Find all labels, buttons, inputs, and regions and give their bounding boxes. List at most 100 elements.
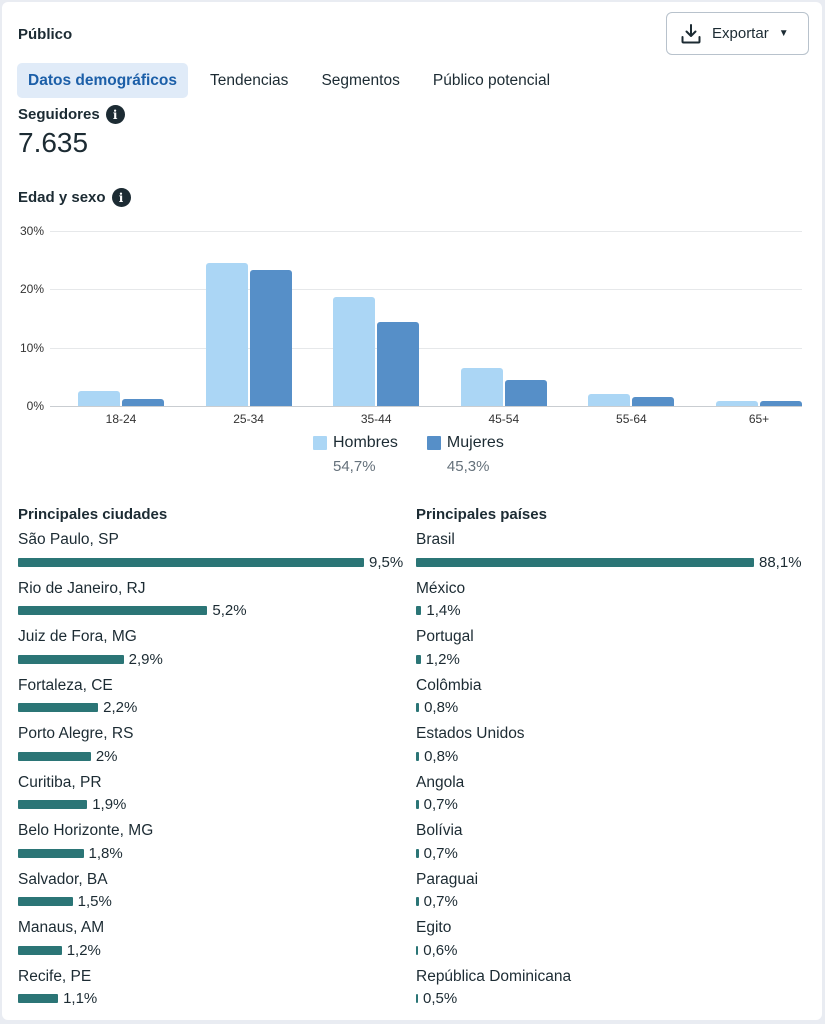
city-share-bar: [18, 945, 62, 955]
country-name: República Dominicana: [416, 967, 572, 985]
bar-men-18-24[interactable]: [78, 391, 120, 406]
city-name: Salvador, BA: [18, 870, 108, 888]
country-share-bar: [416, 848, 419, 858]
country-share-value: 88,1%: [759, 553, 802, 571]
y-tick-label: 10%: [19, 340, 44, 355]
country-name: Colômbia: [416, 676, 482, 694]
country-name: Brasil: [416, 531, 455, 548]
country-share-value: 1,4%: [426, 602, 461, 619]
city-list-item: Porto Alegre, RS 2%: [18, 725, 410, 774]
country-share-bar: [416, 945, 419, 955]
bar-women-45-54[interactable]: [504, 380, 547, 406]
country-name: Angola: [416, 773, 465, 791]
export-button[interactable]: Exportar ▼: [666, 12, 809, 55]
country-share-bar: [416, 800, 419, 809]
bar-men-65+[interactable]: [716, 400, 758, 406]
bar-men-25-34[interactable]: [205, 263, 248, 406]
city-share-value: 1,8%: [88, 844, 123, 862]
city-name: Manaus, AM: [18, 919, 105, 936]
bar-men-55-64[interactable]: [588, 393, 631, 406]
gridline: [50, 406, 802, 407]
x-tick-label: 65+: [748, 412, 770, 426]
info-icon[interactable]: i: [111, 188, 131, 207]
city-share-bar: [18, 848, 84, 858]
legend-item-men: Hombres 54,7%: [313, 434, 398, 475]
bar-men-45-54[interactable]: [460, 368, 503, 406]
city-name: São Paulo, SP: [18, 531, 119, 548]
country-share-bar: [416, 703, 420, 712]
city-name: Juiz de Fora, MG: [18, 628, 137, 645]
country-list-item: Paraguai 0,7%: [416, 871, 810, 920]
tab-trends[interactable]: Tendencias: [210, 71, 289, 89]
city-list-item: Recife, PE 1,1%: [18, 968, 410, 1017]
x-tick-label: 25-34: [233, 412, 264, 426]
city-share-value: 1,1%: [63, 990, 98, 1007]
tab-potential-audience[interactable]: Público potencial: [432, 71, 551, 89]
country-name: Paraguai: [416, 870, 479, 888]
x-tick-label: 45-54: [488, 412, 520, 426]
country-name: Egito: [416, 919, 452, 936]
city-name: Fortaleza, CE: [18, 676, 113, 694]
city-list-item: Manaus, AM 1,2%: [18, 919, 410, 968]
bar-women-55-64[interactable]: [632, 396, 675, 406]
legend-item-women: Mujeres 45,3%: [426, 434, 504, 475]
city-list-item: Curitiba, PR 1,9%: [18, 774, 410, 823]
country-share-bar: [416, 557, 754, 567]
countries-list: Brasil 88,1% México 1,4% Portugal 1,2% Colômbi…: [416, 531, 810, 1016]
city-list-item: Juiz de Fora, MG 2,9%: [18, 628, 410, 677]
legend-share-women: 45,3%: [446, 458, 490, 475]
download-icon: [681, 23, 701, 43]
country-list-item: Brasil 88,1%: [416, 531, 810, 580]
followers-heading: Seguidores i: [18, 105, 125, 124]
country-share-bar: [416, 751, 420, 761]
country-name: Estados Unidos: [416, 725, 525, 742]
country-share-bar: [416, 606, 422, 615]
tab-demographics[interactable]: Datos demográficos: [17, 63, 189, 98]
age-gender-chart: Hombres 54,7% Mujeres 45,3% 0% 10% 20% 30% 1…: [18, 220, 808, 480]
city-name: Porto Alegre, RS: [18, 725, 134, 742]
legend-share-men: 54,7%: [333, 458, 376, 475]
city-name: Belo Horizonte, MG: [18, 822, 154, 839]
city-list-item: Rio de Janeiro, RJ 5,2%: [18, 580, 410, 629]
bar-women-65+[interactable]: [760, 401, 802, 406]
age-gender-heading: Edad y sexo i: [18, 188, 131, 207]
legend-swatch-women: [426, 436, 441, 450]
country-share-value: 0,8%: [424, 747, 459, 765]
age-gender-label: Edad y sexo: [18, 189, 106, 206]
city-share-value: 5,2%: [212, 602, 247, 619]
country-share-value: 0,7%: [423, 844, 458, 862]
city-share-bar: [18, 994, 59, 1003]
page-title: Público: [18, 26, 73, 43]
gridline: [50, 231, 802, 232]
info-icon[interactable]: i: [105, 105, 125, 124]
country-list-item: Colômbia 0,8%: [416, 677, 810, 726]
city-share-bar: [18, 703, 99, 712]
tab-bar: Datos demográficos Tendencias Segmentos …: [17, 63, 572, 98]
city-share-bar: [18, 751, 91, 761]
cities-title: Principales ciudades: [18, 506, 168, 523]
tab-segments[interactable]: Segmentos: [321, 71, 400, 89]
country-share-value: 0,7%: [423, 796, 458, 813]
bar-men-35-44[interactable]: [333, 296, 376, 406]
bar-women-18-24[interactable]: [122, 399, 164, 406]
gridline: [50, 289, 802, 291]
city-share-bar: [18, 800, 88, 809]
city-share-value: 2,9%: [128, 650, 163, 668]
x-tick-label: 35-44: [360, 412, 392, 426]
city-share-value: 1,5%: [77, 893, 112, 910]
y-tick-label: 30%: [19, 224, 44, 238]
country-list-item: Estados Unidos 0,8%: [416, 725, 810, 774]
bar-women-35-44[interactable]: [377, 322, 420, 406]
city-list-item: Salvador, BA 1,5%: [18, 871, 410, 920]
city-name: Curitiba, PR: [18, 773, 102, 791]
country-share-bar: [416, 654, 421, 664]
country-name: Bolívia: [416, 822, 463, 839]
city-share-bar: [18, 557, 364, 567]
gridline: [50, 347, 802, 349]
bar-women-25-34[interactable]: [249, 270, 292, 406]
countries-title: Principales países: [416, 506, 547, 523]
country-name: México: [416, 579, 466, 597]
country-share-value: 0,6%: [423, 941, 458, 959]
country-share-value: 1,2%: [425, 650, 460, 668]
